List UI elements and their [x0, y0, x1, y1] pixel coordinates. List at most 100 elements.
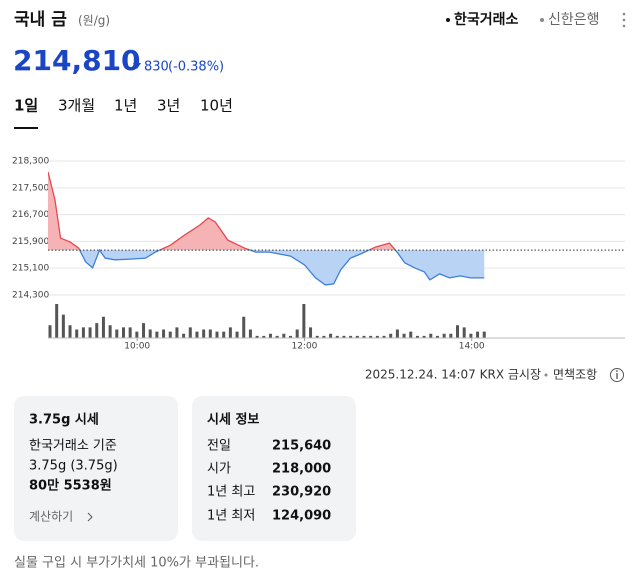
y-tick-label: 216,700: [12, 210, 49, 220]
volume-bar: [435, 335, 439, 338]
volume-bar: [121, 327, 125, 338]
volume-bar: [295, 329, 299, 338]
tab-underline: [14, 127, 38, 129]
menu-icon[interactable]: [622, 12, 626, 28]
volume-bar: [222, 331, 226, 338]
volume-bar: [476, 331, 480, 338]
volume-bar: [162, 329, 166, 338]
volume-bar: [342, 335, 346, 338]
x-tick-label: 12:00: [291, 342, 317, 352]
volume-bar: [449, 333, 453, 338]
source-tab[interactable]: 신한은행: [548, 12, 600, 28]
card-line: 3.75g (3.75g): [29, 459, 118, 474]
calc-link[interactable]: 계산하기: [29, 510, 73, 524]
volume-bar: [409, 331, 413, 338]
volume-bar: [389, 333, 393, 338]
info-label: 전일: [207, 439, 231, 454]
volume-bar: [362, 335, 366, 338]
volume-bar: [255, 335, 259, 338]
volume-bar: [235, 331, 239, 338]
volume-bar: [422, 335, 426, 338]
volume-bar: [115, 329, 119, 338]
info-value: 215,640: [272, 439, 331, 454]
period-tab[interactable]: 10년: [200, 97, 233, 115]
volume-bar: [135, 331, 139, 338]
price: 214,810: [13, 44, 141, 77]
down-arrow: [133, 63, 141, 69]
info-label: 1년 최고: [207, 485, 255, 500]
volume-bar: [482, 331, 486, 338]
y-tick-label: 215,900: [12, 237, 49, 247]
info-label: 시가: [207, 462, 231, 477]
volume-bar: [148, 329, 152, 338]
period-tab[interactable]: 1년: [114, 97, 137, 115]
y-tick-label: 214,300: [12, 290, 49, 300]
period-tab[interactable]: 1일: [14, 97, 38, 115]
volume-bar: [242, 316, 246, 338]
volume-bar: [101, 316, 105, 338]
volume-bar: [215, 331, 219, 338]
volume-bar: [268, 333, 272, 338]
volume-bar: [188, 327, 192, 338]
bullet: [540, 18, 544, 22]
x-tick-label: 10:00: [124, 342, 150, 352]
y-tick-label: 218,300: [12, 157, 49, 167]
volume-bar: [382, 335, 386, 338]
volume-bar: [375, 335, 379, 338]
volume-bar: [415, 335, 419, 338]
change: 830: [144, 60, 169, 75]
card: [192, 396, 356, 541]
chevron: [87, 512, 93, 522]
volume-bar: [155, 331, 159, 338]
notice: 실물 구입 시 부가가치세 10%가 부과됩니다.: [14, 556, 259, 571]
info-icon[interactable]: [610, 368, 624, 382]
volume-bar: [282, 333, 286, 338]
card-title: 시세 정보: [207, 412, 259, 428]
volume-bar: [302, 304, 306, 338]
volume-bar: [329, 333, 333, 338]
volume-bar: [182, 333, 186, 338]
chart: 218,300 217,500 216,700 215,900 215,100 214,3…: [12, 157, 625, 352]
period-tab[interactable]: 3년: [157, 97, 180, 115]
info-label: 1년 최저: [207, 509, 255, 524]
volume-bar: [88, 327, 92, 338]
volume-bar: [142, 323, 146, 338]
card-title: 3.75g 시세: [29, 413, 99, 428]
volume-bar: [369, 335, 373, 338]
volume-bar: [248, 329, 252, 338]
card-line: 한국거래소 기준: [29, 439, 117, 454]
volume-bar: [429, 333, 433, 338]
volume-bar: [68, 325, 72, 338]
volume-bar: [456, 325, 460, 338]
timestamp: 2025.12.24. 14:07 KRX 금시장: [365, 368, 541, 382]
title: 국내 금: [14, 10, 67, 30]
volume-bar: [175, 327, 179, 338]
volume-bar: [335, 335, 339, 338]
volume-bar: [81, 327, 85, 338]
volume-bar: [195, 331, 199, 338]
x-tick-label: 14:00: [459, 342, 485, 352]
unit: (원/g): [78, 14, 110, 28]
period-tab[interactable]: 3개월: [58, 97, 95, 115]
volume-bar: [108, 325, 112, 338]
bullet: [446, 18, 450, 22]
volume-bar: [355, 335, 359, 338]
volume-bar: [288, 335, 292, 338]
disclaimer[interactable]: 면책조항: [553, 367, 597, 382]
volume-bar: [469, 333, 473, 338]
volume-bar: [442, 333, 446, 338]
volume-bar: [208, 329, 212, 338]
volume-bar: [61, 314, 65, 338]
area-down: [48, 250, 485, 285]
line-down: [78, 250, 485, 286]
volume-bar: [228, 327, 232, 338]
volume-bar: [395, 329, 399, 338]
volume-bar: [309, 327, 313, 338]
info-value: 218,000: [272, 462, 331, 477]
source-tab[interactable]: 한국거래소: [454, 12, 519, 28]
change-pct: (-0.38%): [168, 60, 224, 75]
volume-bar: [322, 335, 326, 338]
volume-bar: [315, 335, 319, 338]
